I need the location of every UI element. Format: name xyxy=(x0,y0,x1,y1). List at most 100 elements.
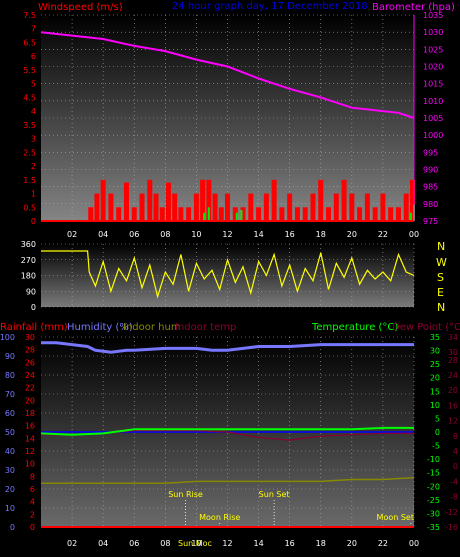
barometer-tick-label: 1030 xyxy=(423,28,443,37)
wind-panel-hour-labels: 02 04 06 08 10 12 14 16 18 20 22 00 xyxy=(67,230,419,239)
barometer-axis-title: Barometer (hpa) xyxy=(372,2,455,13)
windspeed-bar xyxy=(357,207,363,221)
climate-panel: Rainfall (mm) Humidity (%) Indoor hum In… xyxy=(0,322,460,548)
windspeed-tick-label: 7 xyxy=(31,25,36,34)
windspeed-bar xyxy=(178,207,184,221)
windspeed-tick-label: 5.5 xyxy=(23,66,36,75)
humidity-tick-label: 100 xyxy=(0,333,15,342)
direction-tick-label: 270 xyxy=(21,256,36,265)
wind-panel: Windspeed (m/s) 24 hour graph day, 17 De… xyxy=(23,1,455,239)
barometer-tick-label: 1015 xyxy=(423,80,443,89)
temperature-axis-title: Temperature (°C) xyxy=(311,322,398,333)
temperature-tick-label: 20 xyxy=(430,374,440,383)
graph-title: 24 hour graph day, 17 December 2018 xyxy=(172,1,368,12)
windspeed-bar xyxy=(131,207,137,221)
humidity-tick-label: 80 xyxy=(5,371,15,380)
windspeed-bar xyxy=(349,193,355,221)
wind-hour-label: 18 xyxy=(316,230,326,239)
direction-tick-label: 0 xyxy=(31,303,36,312)
windspeed-bar xyxy=(123,182,129,221)
windspeed-bar xyxy=(333,193,339,221)
windspeed-bar xyxy=(165,182,171,221)
windspeed-bar xyxy=(326,207,332,221)
rainfall-tick-label: 30 xyxy=(25,333,35,342)
windspeed-bar xyxy=(294,207,300,221)
temperature-tick-label: 25 xyxy=(430,360,440,369)
direction-panel: 0 90 180 270 360 N W S E N xyxy=(21,240,447,314)
climate-hour-label: 16 xyxy=(285,539,295,548)
rainfall-tick-label: 14 xyxy=(25,434,35,443)
windspeed-bar xyxy=(287,193,293,221)
windspeed-bar xyxy=(139,193,145,221)
climate-hour-label: 10 xyxy=(191,539,201,548)
windspeed-bar xyxy=(94,193,100,221)
climate-hour-label: 20 xyxy=(347,539,357,548)
indoor-temp-tick-label: -16 xyxy=(445,523,458,532)
windspeed-bar xyxy=(256,207,262,221)
windspeed-tick-label: 0 xyxy=(31,217,36,226)
windspeed-tick-label: 6 xyxy=(31,52,36,61)
windspeed-tick-label: 6.5 xyxy=(23,38,36,47)
gust-bar xyxy=(240,210,243,221)
windspeed-bar xyxy=(279,207,285,221)
compass-n-bottom: N xyxy=(437,301,445,314)
rainfall-tick-label: 26 xyxy=(25,358,35,367)
temperature-line xyxy=(40,426,414,436)
temperature-tick-label: 30 xyxy=(430,347,440,356)
windspeed-bar xyxy=(395,207,401,221)
windspeed-bar xyxy=(364,193,370,221)
windspeed-bar xyxy=(225,193,230,221)
windspeed-bar xyxy=(147,179,153,221)
gust-bar xyxy=(235,212,238,221)
windspeed-bar xyxy=(218,207,224,221)
climate-hour-label: 18 xyxy=(316,539,326,548)
indoor-hum-legend: Indoor hum xyxy=(123,322,181,333)
direction-axis-ticks: 0 90 180 270 360 xyxy=(21,240,36,312)
compass-w: W xyxy=(436,256,447,269)
event-label: Sun Rise xyxy=(168,490,203,499)
barometer-tick-label: 995 xyxy=(423,148,438,157)
windspeed-tick-label: 0.5 xyxy=(23,203,36,212)
windspeed-bar xyxy=(271,179,277,221)
climate-hour-label: 00 xyxy=(409,539,419,548)
windspeed-bar xyxy=(403,193,409,221)
wind-hour-label: 12 xyxy=(222,230,232,239)
indoor-temp-tick-label: -8 xyxy=(450,493,458,502)
temperature-tick-label: 5 xyxy=(435,414,440,423)
rainfall-tick-label: 6 xyxy=(30,485,35,494)
climate-hour-label: 14 xyxy=(253,539,263,548)
windspeed-bar xyxy=(380,193,386,221)
windspeed-bar xyxy=(302,207,308,221)
windspeed-axis-ticks: 0 0.5 1 1.5 2 2.5 3 3.5 4 4.5 5 5.5 6 6.5 7 7.5 xyxy=(23,11,36,226)
windspeed-tick-label: 1.5 xyxy=(23,176,36,185)
rainfall-tick-label: 12 xyxy=(25,447,35,456)
climate-hour-label: 22 xyxy=(378,539,388,548)
windspeed-bar xyxy=(263,193,269,221)
wind-panel-background xyxy=(41,15,414,221)
windspeed-tick-label: 1 xyxy=(31,190,36,199)
windspeed-tick-label: 3 xyxy=(31,135,36,144)
windspeed-tick-label: 3.5 xyxy=(23,121,36,130)
windspeed-axis-title: Windspeed (m/s) xyxy=(38,2,123,13)
indoor-temp-tick-label: 30 xyxy=(448,348,458,357)
wind-hour-label: 08 xyxy=(160,230,170,239)
temperature-tick-label: 35 xyxy=(430,333,440,342)
humidity-tick-label: 60 xyxy=(5,409,15,418)
barometer-tick-label: 1010 xyxy=(423,97,443,106)
windspeed-bar xyxy=(153,193,159,221)
windspeed-bar xyxy=(310,193,316,221)
windspeed-bar xyxy=(409,179,415,221)
windspeed-bar xyxy=(172,193,178,221)
indoor-temp-tick-label: 20 xyxy=(448,386,458,395)
indoor-temp-tick-label: 16 xyxy=(448,401,458,410)
windspeed-tick-label: 2.5 xyxy=(23,148,36,157)
windspeed-bar xyxy=(116,207,122,221)
gust-bar xyxy=(409,212,412,221)
barometer-line xyxy=(40,31,415,119)
windspeed-bar xyxy=(318,179,324,221)
rainfall-tick-label: 10 xyxy=(25,460,35,469)
temperature-tick-label: -10 xyxy=(427,455,440,464)
